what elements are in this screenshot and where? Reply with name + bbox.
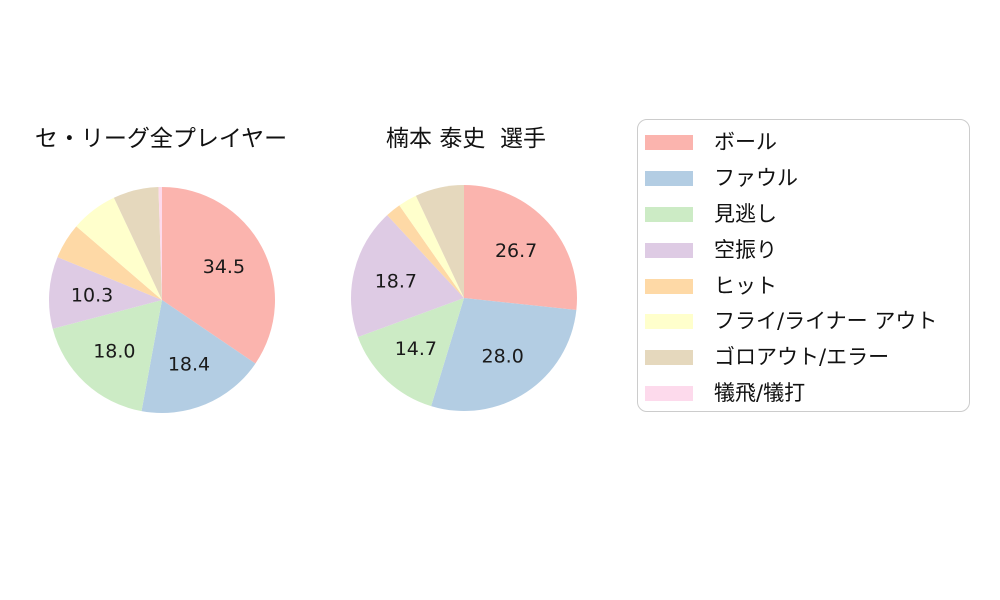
slice-value-label: 26.7 xyxy=(495,240,537,262)
legend-label: 空振り xyxy=(714,237,777,262)
slice-value-label: 18.4 xyxy=(168,354,210,376)
pie-slice-1 xyxy=(141,300,256,414)
legend-label: ボール xyxy=(714,130,777,155)
legend-swatch xyxy=(645,278,693,294)
legend-item-5: フライ/ライナー アウト xyxy=(645,304,969,340)
legend-item-3: 空振り xyxy=(645,232,969,268)
legend: ボールファウル見逃し空振りヒットフライ/ライナー アウト ゴロアウト/エラー 犠飛/… xyxy=(637,119,970,412)
legend-label: 犠飛/犠打 xyxy=(714,380,806,405)
pie-slice-0 xyxy=(464,185,578,311)
legend-swatch xyxy=(645,385,693,401)
pie-slice-5 xyxy=(76,197,162,300)
legend-swatch xyxy=(645,135,693,151)
legend-label: 見逃し xyxy=(714,201,777,226)
legend-item-4: ヒット xyxy=(645,268,969,304)
legend-swatch xyxy=(645,314,693,330)
pie-slice-0 xyxy=(162,186,276,364)
pie-slice-3 xyxy=(49,257,162,329)
pie-left: 34.5 18.4 18.0 10.3 xyxy=(49,186,276,414)
slice-value-label: 34.5 xyxy=(203,256,245,278)
slice-value-label: 14.7 xyxy=(395,338,437,360)
legend-label: ヒット xyxy=(714,273,777,298)
pie-right: 26.7 28.0 14.7 18.7 xyxy=(350,184,578,412)
legend-label: ファウル xyxy=(714,166,798,191)
legend-item-2: 見逃し xyxy=(645,197,969,233)
legend-item-1: ファウル xyxy=(645,161,969,197)
slice-value-label: 18.0 xyxy=(93,340,135,362)
legend-item-0: ボール xyxy=(645,125,969,161)
pie-slice-3 xyxy=(350,215,464,337)
legend-label: ゴロアウト/エラー xyxy=(714,345,890,370)
pie-slice-6 xyxy=(113,187,162,300)
legend-item-7: 犠飛/犠打 xyxy=(645,376,969,412)
pie-slice-4 xyxy=(387,205,464,298)
legend-swatch xyxy=(645,350,693,366)
legend-swatch xyxy=(645,171,693,187)
legend-swatch xyxy=(645,242,693,258)
legend-item-6: ゴロアウト/エラー xyxy=(645,340,969,376)
pie-slice-2 xyxy=(357,298,464,407)
chart-title-left: セ・リーグ全プレイヤー xyxy=(34,126,288,152)
legend-swatch xyxy=(645,206,693,222)
slice-value-label: 10.3 xyxy=(71,284,113,306)
pie-slice-5 xyxy=(399,195,464,298)
pie-slice-4 xyxy=(57,226,162,300)
slice-value-label: 18.7 xyxy=(375,271,417,293)
legend-label: フライ/ライナー アウト xyxy=(714,309,938,334)
pie-slice-2 xyxy=(52,300,163,412)
pie-slice-1 xyxy=(431,298,577,412)
pie-slice-7 xyxy=(158,187,162,300)
slice-value-label: 28.0 xyxy=(481,345,523,367)
chart-title-right: 楠本 泰史 選手 xyxy=(386,126,546,152)
pie-slice-6 xyxy=(415,184,464,298)
